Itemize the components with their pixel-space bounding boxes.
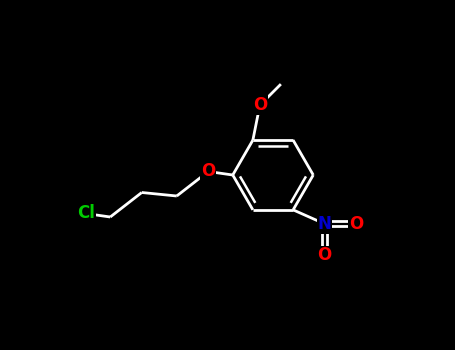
Text: O: O	[349, 215, 363, 233]
Text: O: O	[253, 96, 267, 114]
Text: O: O	[201, 162, 215, 181]
Text: N: N	[318, 215, 332, 233]
Text: Cl: Cl	[77, 204, 95, 223]
Text: O: O	[318, 246, 332, 264]
